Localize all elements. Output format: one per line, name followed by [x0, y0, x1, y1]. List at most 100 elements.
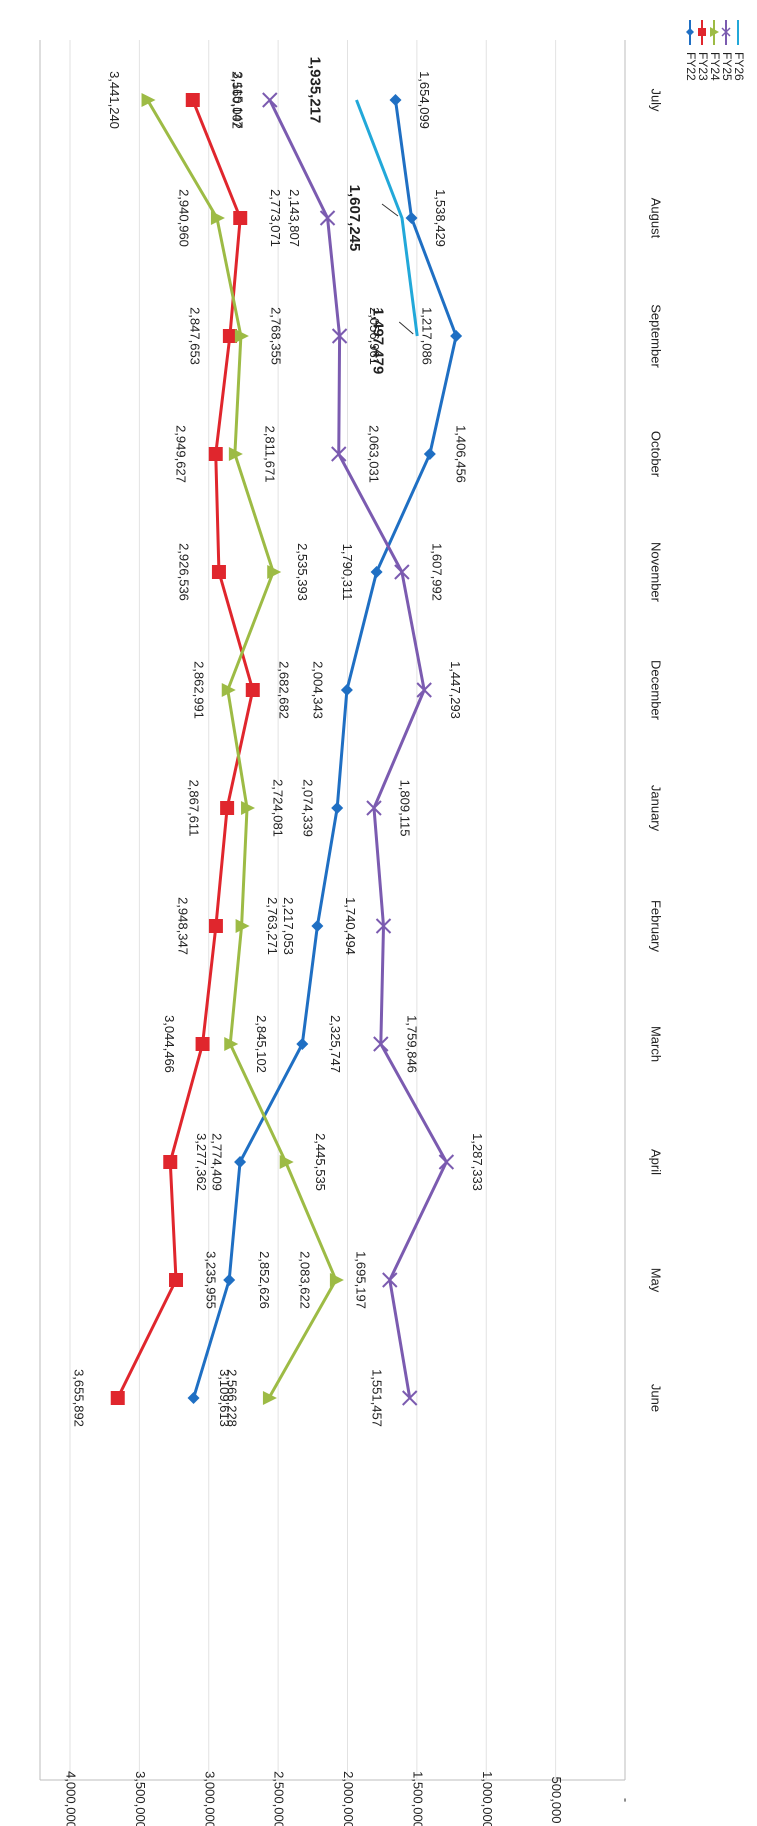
- gridlines: [69, 40, 557, 1780]
- data-point: [311, 920, 324, 932]
- data-point: [394, 564, 410, 580]
- data-point-stroke: [262, 92, 278, 108]
- data-label: 1,809,115: [398, 780, 413, 837]
- category-label: April: [649, 1149, 664, 1175]
- data-point-stroke: [382, 1272, 398, 1288]
- legend-item-FY24: FY24: [708, 20, 722, 81]
- data-point: [319, 210, 336, 226]
- data-point: [208, 447, 223, 461]
- legend-item-FY23: FY23: [696, 20, 710, 81]
- data-label: 2,940,960: [177, 189, 192, 247]
- legend-item-FY22: FY22: [684, 20, 698, 81]
- data-label: 2,768,355: [268, 307, 283, 365]
- category-label: December: [649, 660, 664, 721]
- data-point: [233, 211, 248, 225]
- series-line-FY23: [116, 99, 255, 1399]
- value-tick-label: 1,500,000: [410, 1771, 425, 1826]
- category-label: January: [649, 785, 664, 832]
- category-label: October: [649, 431, 664, 478]
- data-label: 1,695,197: [353, 1251, 368, 1309]
- data-label: 1,759,846: [404, 1015, 419, 1073]
- plot-frame: [39, 40, 626, 1781]
- value-tick-label: 1,000,000: [480, 1771, 495, 1826]
- value-axis-ticks: 4,000,000 3,500,000 3,000,000 2,500,000 2,00…: [64, 1771, 634, 1826]
- data-point-stroke: [373, 1036, 389, 1052]
- data-point-stroke: [402, 1390, 418, 1406]
- data-point: [450, 330, 463, 342]
- data-label: 2,847,653: [187, 307, 202, 365]
- data-label: 2,811,671: [262, 426, 277, 483]
- data-label: 2,867,611: [187, 780, 202, 837]
- category-label: March: [649, 1026, 664, 1062]
- data-point: [211, 565, 226, 579]
- data-label: 1,447,293: [448, 661, 463, 719]
- category-axis-labels: July August September October November Decemb…: [649, 88, 664, 1412]
- category-label: June: [649, 1384, 664, 1412]
- series-FY23: [110, 93, 260, 1405]
- data-label: 1,607,245: [346, 185, 363, 252]
- data-label: 2,445,535: [313, 1133, 328, 1191]
- category-label: August: [649, 198, 664, 239]
- category-label: May: [649, 1268, 664, 1293]
- series-line-FY25: [268, 99, 448, 1399]
- data-label: 3,044,466: [162, 1015, 177, 1073]
- data-label: 1,217,086: [420, 307, 435, 365]
- data-label: 3,109,613: [217, 1369, 232, 1427]
- data-point: [331, 446, 347, 462]
- data-point: [416, 682, 432, 698]
- legend-marker: [686, 28, 694, 36]
- category-label: July: [649, 88, 664, 112]
- data-label: 2,949,627: [173, 425, 188, 483]
- data-point-stroke: [331, 446, 347, 462]
- data-point-stroke: [366, 800, 382, 816]
- data-label: 3,655,892: [71, 1369, 86, 1427]
- data-label: 3,235,955: [204, 1251, 219, 1309]
- data-point: [185, 93, 200, 107]
- value-tick-label: 3,000,000: [202, 1771, 217, 1826]
- data-point: [375, 918, 392, 934]
- data-label: 2,056,961: [367, 307, 382, 365]
- data-label: 1,790,311: [340, 544, 355, 601]
- value-tick-label: 4,000,000: [64, 1771, 79, 1826]
- data-point: [331, 328, 348, 344]
- data-point: [234, 1156, 247, 1168]
- data-label: 2,773,071: [268, 189, 283, 247]
- data-point: [195, 1037, 210, 1051]
- data-point: [241, 801, 256, 815]
- data-point: [402, 1390, 418, 1406]
- data-point: [228, 447, 243, 461]
- legend-label: FY23: [696, 52, 710, 81]
- data-label: 2,862,991: [191, 661, 206, 719]
- data-point: [405, 212, 418, 224]
- data-point: [438, 1154, 455, 1170]
- legend-item-FY26: FY26: [732, 20, 746, 81]
- data-point: [382, 1272, 398, 1288]
- data-point: [366, 800, 382, 816]
- data-point: [267, 565, 282, 579]
- data-label: 1,287,333: [470, 1133, 485, 1191]
- series-line-FY24: [146, 99, 338, 1399]
- data-label: 1,406,456: [453, 425, 468, 483]
- data-point-stroke: [375, 918, 392, 934]
- data-point: [245, 683, 260, 697]
- category-label: September: [649, 304, 664, 368]
- data-label: 3,115,147: [230, 72, 245, 129]
- data-label: 1,551,457: [369, 1369, 384, 1427]
- data-label: 2,325,747: [328, 1015, 343, 1073]
- data-label: 1,935,217: [307, 57, 324, 124]
- data-label: 2,083,622: [297, 1251, 312, 1309]
- legend-marker: [698, 28, 706, 36]
- data-point: [373, 1036, 389, 1052]
- data-point-stroke: [394, 564, 410, 580]
- data-point: [279, 1155, 294, 1169]
- data-point: [169, 1273, 184, 1287]
- data-point: [223, 1274, 236, 1286]
- data-label: 2,143,807: [287, 189, 302, 247]
- series-line-FY22: [192, 99, 458, 1399]
- legend-marker: [721, 27, 731, 37]
- data-point: [234, 329, 249, 343]
- data-label: 2,560,002: [229, 71, 244, 129]
- value-tick-label: 2,500,000: [272, 1771, 287, 1826]
